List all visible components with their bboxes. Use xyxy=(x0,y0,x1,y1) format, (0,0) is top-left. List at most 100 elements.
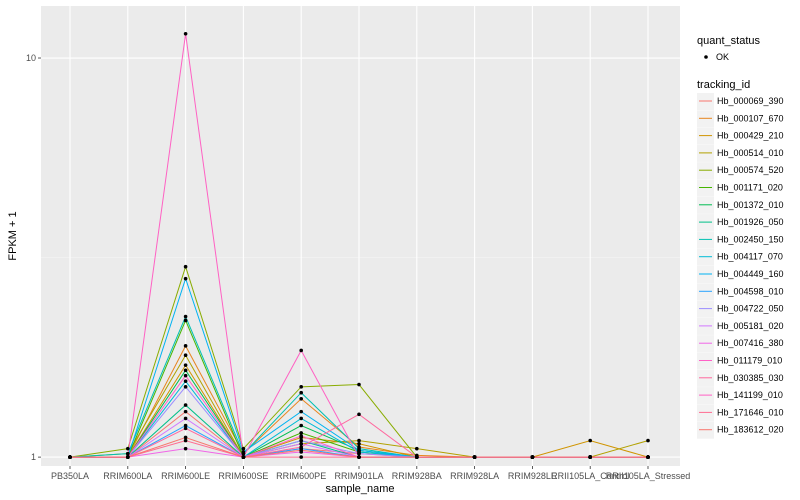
data-point xyxy=(357,441,361,446)
legend-label: Hb_004449_160 xyxy=(717,269,784,279)
legend-label: Hb_001171_020 xyxy=(717,183,783,193)
data-point xyxy=(183,423,188,428)
legend-label: Hb_171646_010 xyxy=(717,407,784,417)
legend-label: Hb_000514_010 xyxy=(717,148,784,158)
data-point xyxy=(183,379,188,383)
data-point xyxy=(299,431,304,435)
data-point xyxy=(646,438,650,443)
legend-title-tracking-id: tracking_id xyxy=(697,79,750,91)
data-point xyxy=(183,438,188,443)
legend-label: Hb_007416_380 xyxy=(717,338,784,348)
x-tick-label: RRIM928LA xyxy=(450,471,499,481)
legend-label: Hb_004117_070 xyxy=(717,252,783,262)
data-point xyxy=(588,438,592,443)
y-axis-title: FPKM + 1 xyxy=(7,211,19,260)
data-point xyxy=(241,450,246,454)
legend: quant_status OK tracking_id Hb_000069_39… xyxy=(697,35,784,439)
data-point xyxy=(299,423,304,428)
legend-label: Hb_030385_030 xyxy=(717,373,784,383)
data-point xyxy=(357,455,361,459)
data-point xyxy=(299,441,304,446)
data-point xyxy=(299,396,304,401)
data-point xyxy=(183,276,188,281)
legend-items: Hb_000069_390 Hb_000107_670 Hb_000429_210 H… xyxy=(697,93,784,439)
plot-panel xyxy=(41,6,680,466)
data-point xyxy=(299,445,304,449)
data-point xyxy=(183,363,188,367)
data-point xyxy=(299,348,304,353)
data-point xyxy=(183,31,188,36)
legend-label: Hb_183612_020 xyxy=(717,425,784,435)
x-tick-label: RRIM600LA xyxy=(103,471,152,481)
data-point xyxy=(183,426,188,431)
data-point xyxy=(183,385,188,389)
legend-label: Hb_000107_670 xyxy=(717,113,784,123)
data-point xyxy=(357,438,361,443)
data-point xyxy=(530,455,535,459)
data-point xyxy=(183,416,188,421)
legend-label: Hb_011179_010 xyxy=(717,356,782,366)
legend-label: Hb_001926_050 xyxy=(717,217,784,227)
legend-label-ok: OK xyxy=(716,52,729,62)
data-point xyxy=(299,455,304,459)
data-point xyxy=(126,455,130,459)
data-point xyxy=(299,434,304,438)
x-tick-label: RRII105LA_Stressed xyxy=(606,471,691,481)
data-point xyxy=(183,409,188,414)
data-point xyxy=(646,455,650,459)
legend-label: Hb_000069_390 xyxy=(717,96,784,106)
legend-label: Hb_005181_020 xyxy=(717,321,784,331)
y-tick-label: 1 xyxy=(31,452,36,462)
x-tick-label: RRIM600PE xyxy=(276,471,326,481)
data-point xyxy=(183,318,188,323)
data-point xyxy=(183,446,188,451)
legend-label: Hb_002450_150 xyxy=(717,234,784,244)
y-axis: 1 10 xyxy=(26,53,41,462)
data-point xyxy=(357,382,361,387)
data-point xyxy=(415,446,419,451)
data-point xyxy=(299,390,304,395)
legend-label: Hb_001372_010 xyxy=(717,200,784,210)
data-point xyxy=(357,448,361,453)
legend-label: Hb_000429_210 xyxy=(717,131,784,141)
data-point xyxy=(183,353,188,358)
legend-label: Hb_004598_010 xyxy=(717,286,784,296)
x-tick-label: RRIM901LA xyxy=(334,471,383,481)
data-point xyxy=(415,455,419,459)
x-tick-label: RRIM600SE xyxy=(218,471,268,481)
data-point xyxy=(299,416,304,421)
legend-label: Hb_141199_010 xyxy=(717,390,783,400)
x-tick-label: RRIM928BA xyxy=(392,471,442,481)
data-point xyxy=(183,264,188,269)
x-axis: PB350LA RRIM600LA RRIM600LE RRIM600SE RRIM60… xyxy=(51,466,690,481)
legend-point-key xyxy=(704,55,708,59)
data-point xyxy=(588,455,592,459)
data-point xyxy=(241,455,246,459)
legend-label: Hb_000574_520 xyxy=(717,165,784,175)
data-point xyxy=(183,373,188,378)
data-point xyxy=(357,451,361,456)
grid-lines xyxy=(41,6,680,466)
data-point xyxy=(183,435,188,440)
x-tick-label: RRIM600LE xyxy=(161,471,210,481)
data-point xyxy=(183,344,188,348)
data-point xyxy=(126,446,130,451)
data-point xyxy=(299,438,304,443)
x-axis-title: sample_name xyxy=(325,483,394,495)
data-point xyxy=(357,412,361,417)
data-point xyxy=(183,368,188,373)
legend-label: Hb_004722_050 xyxy=(717,304,784,314)
x-tick-label: PB350LA xyxy=(51,471,89,481)
y-tick-label: 10 xyxy=(26,53,36,63)
data-point xyxy=(241,446,246,451)
data-point xyxy=(68,455,72,459)
x-tick-label: RRII105LA_Control xyxy=(551,471,629,481)
data-point xyxy=(472,455,477,459)
data-point xyxy=(183,403,188,407)
data-point xyxy=(183,314,188,319)
legend-title-quant-status: quant_status xyxy=(697,35,760,47)
data-points xyxy=(68,31,650,459)
data-point xyxy=(126,451,130,456)
data-point xyxy=(299,385,304,389)
x-tick-label: RRIM928LE xyxy=(508,471,557,481)
